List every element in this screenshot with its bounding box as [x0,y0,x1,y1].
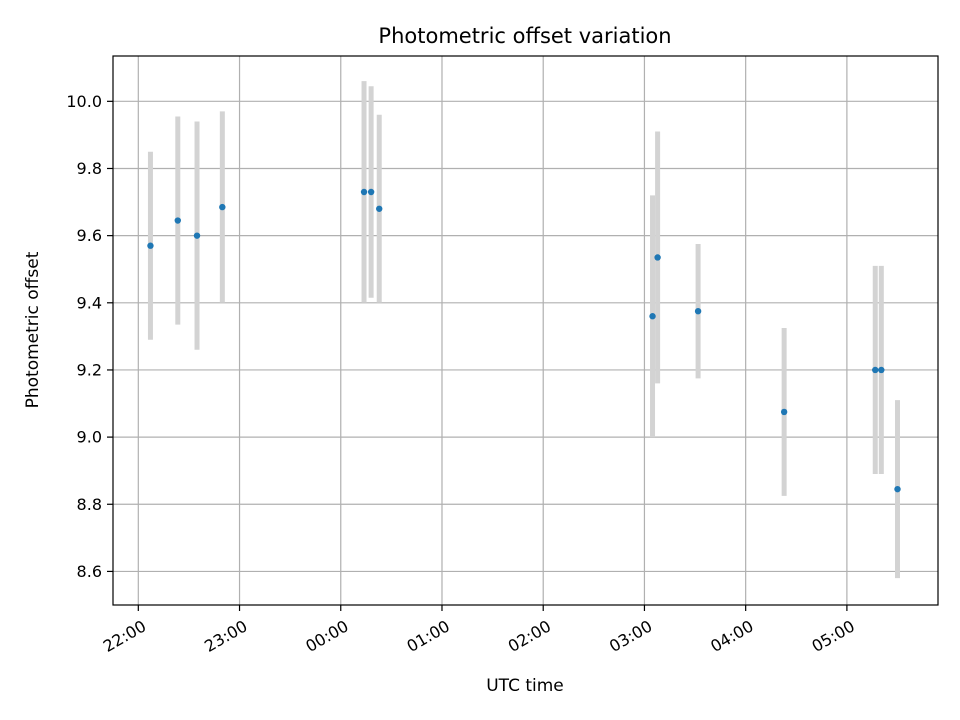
data-point [894,485,901,493]
data-point [367,188,375,196]
y-tick-label: 9.0 [77,428,102,447]
y-tick-label: 9.8 [77,159,102,178]
y-tick-label: 10.0 [66,92,102,111]
y-tick-label: 8.6 [77,562,102,581]
grid-lines [113,56,938,605]
data-point [147,242,154,249]
data-point [872,366,879,374]
y-tick-label: 9.2 [77,360,102,379]
data-point [174,217,181,224]
data-points [147,188,901,493]
data-point [878,366,885,374]
y-axis-label: Photometric offset [23,251,43,408]
data-point [649,313,656,320]
data-point [219,203,226,211]
data-point [193,232,201,239]
y-tick-label: 9.6 [77,226,102,245]
x-axis-label: UTC time [486,676,564,696]
data-point [376,205,383,212]
data-point [654,254,661,261]
plot-frame [112,55,939,606]
y-tick-label: 9.4 [77,293,102,312]
data-point [694,307,702,315]
y-tick-label: 8.8 [77,495,102,514]
data-point [360,188,368,196]
data-point [780,408,788,416]
chart-title: Photometric offset variation [378,24,671,48]
